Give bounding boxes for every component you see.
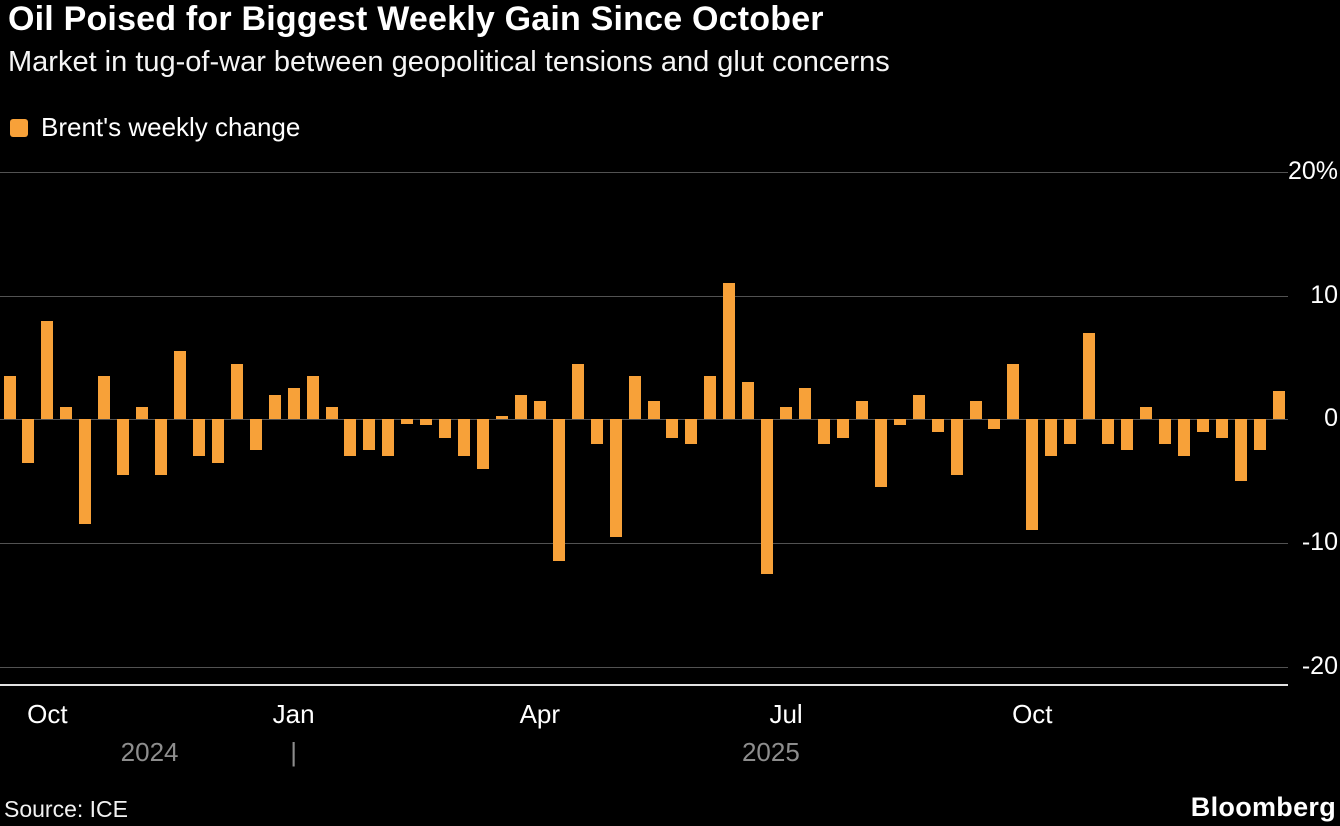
x-tick-label: Jan: [272, 699, 315, 729]
bar: [836, 419, 849, 438]
bar: [439, 419, 452, 438]
bar: [514, 394, 527, 420]
y-tick-label: -20: [1301, 651, 1338, 680]
bar: [761, 419, 774, 574]
year-label: 2025: [741, 737, 800, 767]
bar: [817, 419, 830, 444]
bar: [1272, 390, 1285, 420]
chart-subtitle: Market in tug-of-war between geopolitica…: [8, 46, 890, 78]
x-axis-line: [0, 684, 1288, 686]
bar: [780, 407, 793, 420]
bar: [98, 376, 111, 420]
bloomberg-logo: Bloomberg: [1190, 792, 1336, 822]
bar: [249, 419, 262, 451]
y-tick-label: 10: [1310, 280, 1338, 309]
bar: [1026, 419, 1039, 531]
bar: [1158, 419, 1171, 444]
bar: [1007, 363, 1020, 420]
bar: [211, 419, 224, 463]
bar: [3, 376, 16, 420]
bar: [344, 419, 357, 457]
bar: [306, 376, 319, 420]
x-tick-label: Apr: [519, 699, 561, 729]
bar: [931, 419, 944, 432]
bar: [1253, 419, 1266, 451]
x-axis: Oct Jan Apr Jul Oct 2024 2025 |: [0, 685, 1288, 767]
bar: [79, 419, 92, 525]
bar: [988, 419, 1001, 430]
bar: [950, 419, 963, 475]
bar: [590, 419, 603, 444]
bar: [420, 419, 433, 426]
bar: [1083, 332, 1096, 420]
bar: [912, 394, 925, 420]
bar: [173, 351, 186, 420]
y-tick-label: -10: [1301, 527, 1338, 556]
bar: [41, 320, 54, 420]
bar: [799, 388, 811, 420]
bar: [1234, 419, 1247, 482]
bar: [855, 400, 868, 420]
bar: [893, 419, 906, 426]
bar-chart: 20% 10 0 -10 -20 Oct Jan Apr Jul Oct 2024 2025 |: [0, 159, 1340, 767]
bar: [22, 419, 35, 463]
bar: [874, 419, 887, 488]
bar: [268, 394, 281, 420]
gridline-0: [0, 419, 1288, 421]
bar: [647, 400, 660, 420]
bar: [609, 419, 622, 537]
bar: [155, 419, 167, 475]
legend: Brent's weekly change: [10, 112, 300, 143]
bar: [1064, 419, 1077, 444]
legend-swatch-icon: [10, 118, 28, 137]
gridline--20: [0, 666, 1288, 668]
chart-title: Oil Poised for Biggest Weekly Gain Since…: [8, 0, 824, 38]
bar: [60, 407, 73, 420]
y-tick-label: 20%: [1287, 157, 1338, 186]
bar: [287, 388, 300, 420]
year-label: 2024: [120, 737, 179, 767]
gridline--10: [0, 542, 1288, 544]
bar: [192, 419, 205, 457]
y-tick-label: 0: [1324, 404, 1338, 433]
bar: [685, 419, 698, 444]
bar: [458, 419, 471, 457]
bar: [1045, 419, 1058, 457]
gridline-20: [0, 172, 1288, 174]
legend-label: Brent's weekly change: [41, 112, 301, 142]
x-tick-label: Oct: [27, 699, 68, 729]
bar: [723, 283, 736, 420]
bar: [230, 363, 243, 420]
bar: [533, 400, 546, 420]
bar: [1177, 419, 1190, 457]
x-tick-label: Oct: [1012, 699, 1053, 729]
bar: [571, 363, 584, 420]
bar: [401, 419, 414, 425]
bar: [666, 419, 679, 438]
bar: [704, 376, 717, 420]
bar: [363, 419, 376, 451]
bar: [117, 419, 130, 475]
source-note: Source: ICE: [4, 796, 128, 822]
plot-area: [0, 166, 1288, 686]
bar: [628, 376, 641, 420]
bar: [1215, 419, 1228, 438]
bar: [382, 419, 395, 457]
bar: [1196, 419, 1209, 432]
bar: [1139, 407, 1152, 420]
bar: [495, 415, 508, 420]
bar: [969, 400, 982, 420]
year-separator: |: [290, 737, 297, 767]
bar: [325, 407, 338, 420]
gridline-10: [0, 295, 1288, 297]
bar: [1121, 419, 1133, 451]
bar: [1102, 419, 1115, 444]
bar: [477, 419, 489, 469]
bar: [552, 419, 565, 562]
x-tick-label: Jul: [769, 699, 803, 729]
bar: [136, 407, 149, 420]
bar: [742, 382, 755, 420]
